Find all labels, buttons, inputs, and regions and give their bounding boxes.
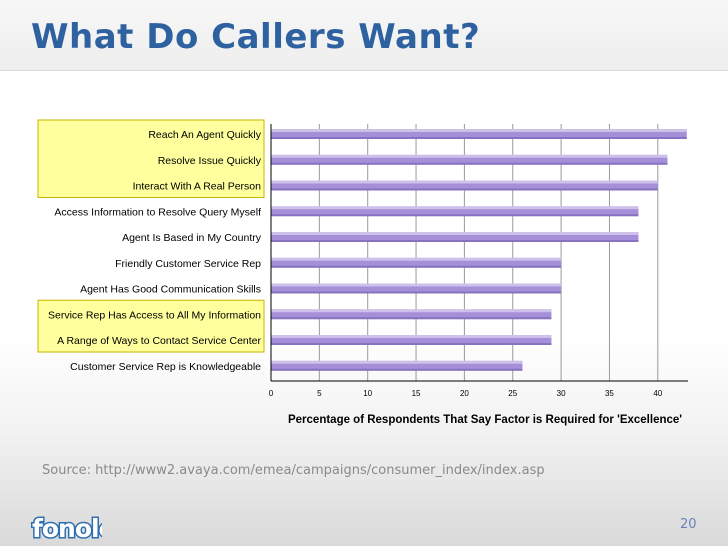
bar-fill-7 bbox=[271, 309, 552, 320]
source-citation: Source: http://www2.avaya.com/emea/campa… bbox=[42, 463, 545, 478]
category-label-9: Customer Service Rep is Knowledgeable bbox=[70, 361, 261, 373]
bar-shadow-4 bbox=[271, 240, 639, 242]
bar-0 bbox=[271, 129, 687, 139]
bar-fill-2 bbox=[271, 180, 658, 191]
bar-shine-5 bbox=[271, 257, 562, 261]
bar-fill-6 bbox=[271, 283, 562, 294]
category-label-0: Reach An Agent Quickly bbox=[148, 129, 261, 141]
category-label-7: Service Rep Has Access to All My Informa… bbox=[48, 309, 261, 321]
bar-fill-5 bbox=[271, 257, 562, 268]
bar-shine-7 bbox=[271, 309, 552, 313]
bar-shine-3 bbox=[271, 206, 639, 210]
bar-shadow-1 bbox=[271, 162, 668, 165]
bar-shadow-8 bbox=[271, 343, 552, 345]
bar-shine-0 bbox=[271, 129, 687, 132]
bar-shadow-7 bbox=[271, 317, 552, 320]
bar-shine-4 bbox=[271, 232, 639, 235]
bar-2 bbox=[271, 180, 658, 191]
bar-fill-3 bbox=[271, 206, 639, 217]
bar-7 bbox=[271, 309, 552, 320]
bar-shadow-6 bbox=[271, 291, 562, 294]
x-tick-label-0: 0 bbox=[269, 389, 274, 398]
category-label-4: Agent Is Based in My Country bbox=[122, 232, 262, 244]
highlight-box-0 bbox=[37, 119, 265, 198]
bar-shine-9 bbox=[271, 360, 523, 364]
x-axis-label: Percentage of Respondents That Say Facto… bbox=[288, 414, 682, 426]
bar-shadow-0 bbox=[271, 137, 687, 139]
bar-shine-2 bbox=[271, 180, 658, 184]
bar-9 bbox=[271, 360, 523, 371]
axis-layer bbox=[270, 124, 688, 382]
title-bar bbox=[0, 0, 728, 70]
bar-shadow-9 bbox=[271, 368, 523, 371]
bar-4 bbox=[271, 232, 639, 242]
bar-fill-4 bbox=[271, 232, 639, 242]
category-label-5: Friendly Customer Service Rep bbox=[115, 258, 261, 270]
bar-shadow-3 bbox=[271, 214, 639, 217]
x-tick-label-5: 5 bbox=[317, 389, 322, 398]
category-label-2: Interact With A Real Person bbox=[133, 181, 262, 193]
x-tick-label-35: 35 bbox=[605, 389, 614, 398]
x-tick-label-40: 40 bbox=[653, 389, 662, 398]
bar-5 bbox=[271, 257, 562, 268]
category-labels: Reach An Agent Quickly Resolve Issue Quic… bbox=[48, 129, 262, 373]
bar-1 bbox=[271, 154, 668, 165]
page-title: What Do Callers Want? bbox=[31, 17, 481, 57]
bar-8 bbox=[271, 335, 552, 345]
highlight-box-1 bbox=[37, 299, 265, 353]
category-label-6: Agent Has Good Communication Skills bbox=[80, 284, 261, 296]
bar-shadow-5 bbox=[271, 265, 562, 268]
x-tick-label-20: 20 bbox=[460, 389, 469, 398]
svg-text:fonolo: fonolo bbox=[32, 514, 102, 543]
bar-shine-1 bbox=[271, 154, 668, 158]
bar-3 bbox=[271, 206, 639, 217]
category-label-1: Resolve Issue Quickly bbox=[158, 155, 262, 167]
x-tick-label-15: 15 bbox=[412, 389, 421, 398]
x-tick-label-30: 30 bbox=[557, 389, 566, 398]
fonolo-logo: fonolo bbox=[30, 513, 119, 548]
tick-labels: 0 5 10 15 20 25 30 35 40 bbox=[269, 389, 663, 398]
bar-fill-0 bbox=[271, 129, 687, 139]
category-label-3: Access Information to Resolve Query Myse… bbox=[54, 206, 261, 218]
bar-fill-1 bbox=[271, 154, 668, 165]
page-number: 20 bbox=[680, 517, 697, 532]
bar-fill-9 bbox=[271, 360, 523, 371]
x-tick-label-10: 10 bbox=[363, 389, 372, 398]
category-label-8: A Range of Ways to Contact Service Cente… bbox=[57, 335, 261, 347]
bar-shine-8 bbox=[271, 335, 552, 338]
x-tick-label-25: 25 bbox=[508, 389, 517, 398]
bar-layer bbox=[271, 129, 687, 371]
bar-shine-6 bbox=[271, 283, 562, 287]
bar-shadow-2 bbox=[271, 188, 658, 191]
bar-6 bbox=[271, 283, 562, 294]
title-divider bbox=[0, 70, 728, 71]
highlight-layer bbox=[37, 119, 265, 353]
bar-fill-8 bbox=[271, 335, 552, 345]
